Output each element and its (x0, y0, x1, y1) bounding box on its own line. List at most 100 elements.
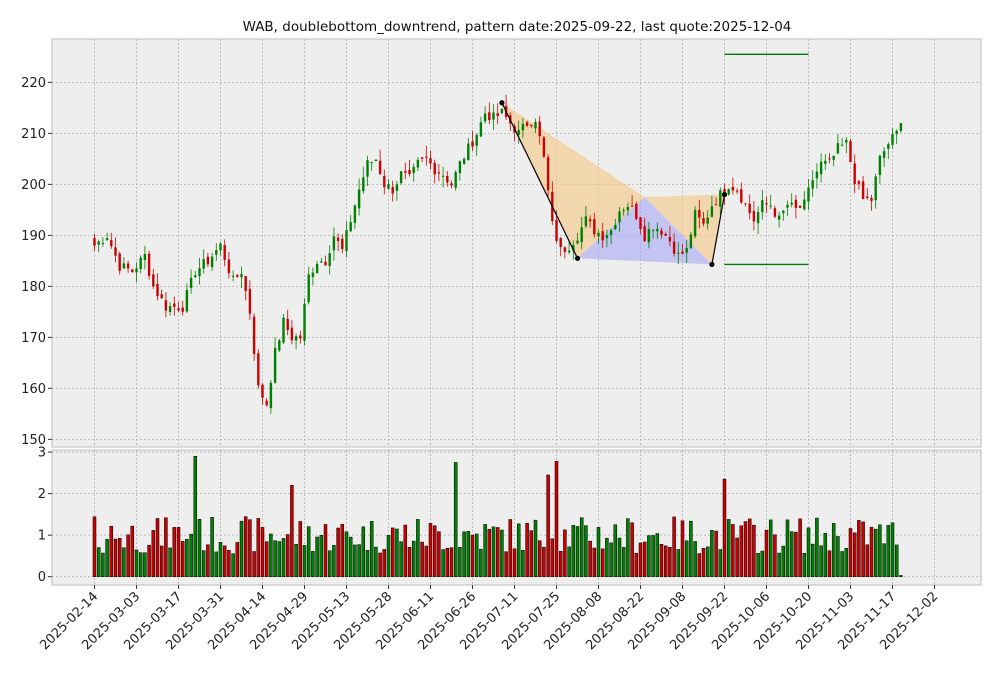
candle-body (895, 130, 898, 135)
volume-bar (407, 547, 412, 577)
price-tick-label: 150 (21, 433, 46, 448)
volume-bar (546, 474, 550, 577)
volume-bar (878, 524, 882, 577)
volume-bar (189, 533, 193, 577)
candle-body (731, 186, 735, 191)
volume-bar (441, 549, 445, 577)
candle-body (97, 241, 100, 245)
volume-bar (92, 516, 97, 577)
volume-bar (374, 546, 378, 577)
candle-body (114, 247, 117, 256)
volume-bar (134, 549, 139, 577)
volume-tick-label: 0 (38, 570, 46, 585)
candle-body (412, 166, 415, 173)
volume-bar (852, 532, 857, 577)
volume-bar (172, 527, 177, 577)
volume-bar (474, 533, 479, 577)
candle-body (643, 226, 646, 241)
volume-bar (554, 460, 559, 577)
volume-bar (294, 544, 298, 577)
volume-bar (659, 544, 664, 577)
volume-bar (567, 546, 571, 577)
pattern-lines (499, 53, 809, 268)
candle-body (278, 340, 281, 351)
volume-bar (344, 531, 349, 577)
volume-bar (445, 548, 450, 577)
candle-body (391, 187, 394, 194)
volume-bar (630, 522, 634, 577)
candle-body (387, 184, 390, 189)
volume-bar (504, 551, 508, 577)
candle-body (815, 171, 819, 179)
volume-bar (403, 524, 408, 577)
volume-bar (621, 547, 626, 577)
candle-body (559, 238, 562, 247)
volume-bar (378, 552, 382, 577)
candle-body (899, 123, 903, 131)
volume-bar (365, 550, 370, 577)
candle-body (189, 277, 193, 288)
volume-bar (386, 535, 391, 577)
volume-bar (277, 541, 282, 577)
candle-body (635, 203, 638, 220)
candle-body (446, 175, 449, 183)
volume-bar (369, 521, 374, 577)
volume-bar (117, 538, 122, 577)
volume-bar (634, 553, 639, 577)
candle-body (664, 233, 667, 236)
volume-bar (218, 542, 223, 577)
candle-body (555, 220, 558, 241)
volume-bar (130, 525, 135, 577)
price-tick-label: 160 (21, 382, 46, 397)
volume-bar (210, 517, 214, 577)
volume-bar (768, 519, 773, 577)
candle-body (357, 189, 361, 209)
volume-bar (147, 544, 151, 577)
candle-body (530, 124, 533, 126)
candle-body (618, 211, 621, 223)
volume-bar (525, 523, 529, 577)
candle-body (765, 203, 768, 205)
volume-bar (831, 523, 836, 577)
volume-bar (596, 527, 601, 577)
volume-bar (105, 539, 109, 577)
candle-body (408, 169, 411, 174)
volume-bar (432, 525, 437, 577)
volume-bar (756, 553, 760, 577)
candle-body (286, 318, 289, 331)
volume-bar (802, 553, 807, 577)
price-tick-label: 200 (21, 178, 46, 193)
volume-bar (306, 526, 311, 577)
price-tick-label: 170 (21, 331, 46, 346)
candle-body (177, 308, 180, 311)
candle-body (185, 289, 189, 312)
candle-body (147, 253, 151, 276)
candle-body (609, 230, 613, 235)
candle-body (647, 228, 651, 243)
candle-body (236, 275, 239, 277)
volume-bar (109, 525, 114, 577)
candle-body (622, 210, 625, 212)
volume-bar (479, 548, 483, 577)
candle-body (374, 159, 378, 162)
candle-body (324, 261, 327, 266)
volume-bar (164, 517, 168, 577)
candle-body (433, 162, 436, 175)
candle-body (315, 263, 319, 274)
candle-body (538, 121, 541, 137)
candle-body (874, 176, 877, 201)
volume-tick-label: 1 (38, 529, 46, 544)
volume-bar (323, 524, 328, 577)
candle-body (383, 175, 386, 188)
candle-body (572, 245, 575, 251)
candles (93, 94, 903, 414)
volume-bar (848, 528, 853, 577)
pattern-line (711, 194, 726, 265)
volume-bar (483, 524, 487, 577)
candle-body (362, 177, 365, 192)
candle-body (563, 247, 567, 252)
candle-body (786, 204, 789, 208)
candle-body (756, 211, 760, 224)
volume-bar (638, 542, 643, 577)
candle-body (698, 210, 701, 218)
